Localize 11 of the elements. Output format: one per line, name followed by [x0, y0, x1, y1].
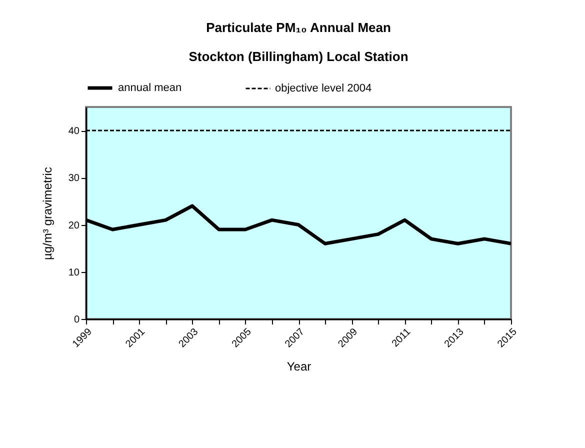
y-tick-label: 0 — [74, 314, 80, 326]
y-tick-label: 30 — [68, 173, 80, 184]
x-axis-title: Year — [286, 359, 312, 374]
y-axis-title: µg/m³ gravimetric — [40, 167, 54, 260]
chart-title: Particulate PM₁₀ Annual Mean — [206, 20, 391, 35]
y-tick-label: 20 — [68, 220, 80, 232]
legend-label: annual mean — [118, 82, 182, 94]
chart-subtitle: Stockton (Billingham) Local Station — [188, 49, 408, 64]
legend-label: objective level 2004 — [275, 82, 372, 94]
y-tick-label: 40 — [68, 126, 80, 138]
y-tick-label: 10 — [68, 267, 80, 278]
